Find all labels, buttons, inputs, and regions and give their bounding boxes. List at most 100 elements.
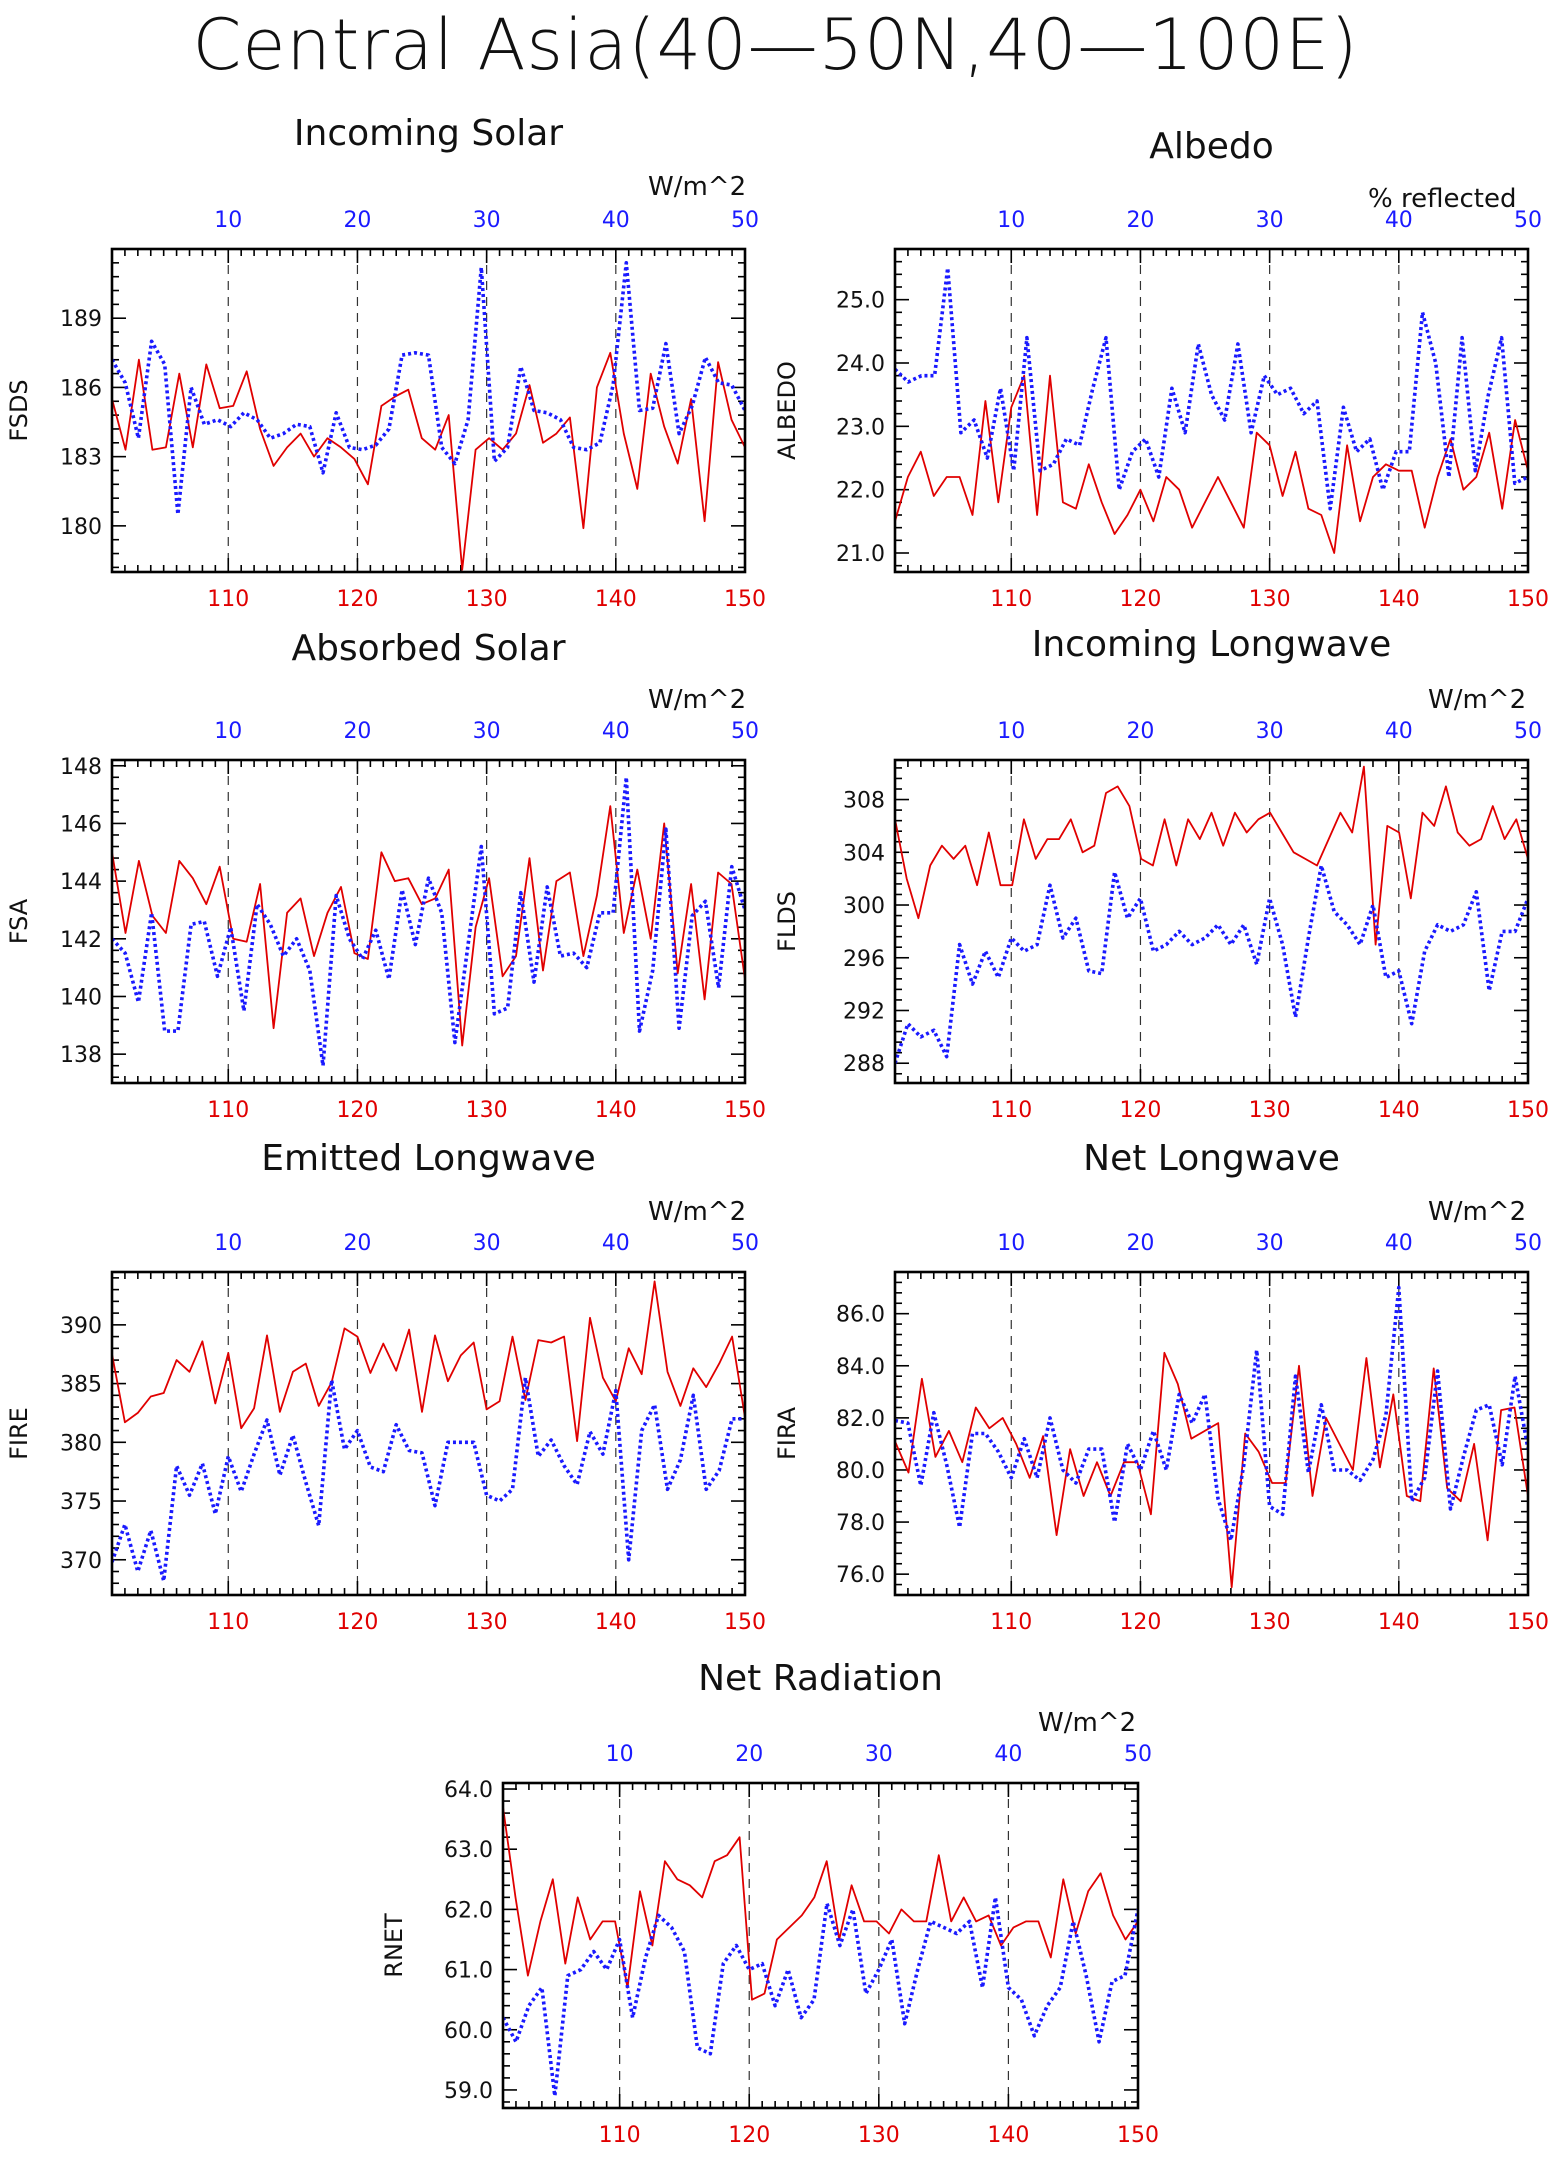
x-tick-label-top: 50 (731, 719, 759, 744)
x-tick-label-bottom: 130 (1249, 1098, 1291, 1123)
y-tick-label: 288 (843, 1052, 885, 1077)
y-tick-label: 86.0 (836, 1303, 885, 1328)
x-tick-label-bottom: 140 (987, 2123, 1029, 2148)
x-tick-label-bottom: 140 (1378, 587, 1420, 612)
x-tick-label-bottom: 140 (595, 1098, 637, 1123)
y-tick-label: 138 (60, 1043, 102, 1068)
x-tick-label-top: 30 (1256, 208, 1284, 233)
y-tick-label: 144 (60, 870, 102, 895)
panel-albedo: Albedo % reflected ALBEDO 21.0 22.0 23.0 24.0 2… (773, 126, 1549, 612)
x-tick-label-top: 10 (606, 1742, 634, 1767)
x-tick-label-top: 50 (1514, 719, 1542, 744)
series-line-red (112, 805, 745, 1047)
y-axis-label: FSA (5, 898, 33, 944)
x-tick-label-bottom: 130 (466, 1098, 508, 1123)
x-tick-label-top: 40 (1385, 1231, 1413, 1256)
x-tick-label-top: 50 (1124, 1742, 1152, 1767)
panel-fsds: Incoming Solar W/m^2 FSDS 180 183 186 189 110 12… (5, 113, 766, 612)
plot-frame (501, 1781, 1140, 2110)
unit-label: W/m^2 (648, 1197, 746, 1227)
y-tick-label: 21.0 (836, 542, 885, 567)
x-tick-label-bottom: 110 (207, 587, 249, 612)
series-line-red (112, 1280, 745, 1442)
y-tick-label: 142 (60, 928, 102, 953)
x-tick-label-top: 40 (602, 208, 630, 233)
x-tick-label-bottom: 120 (728, 2123, 770, 2148)
x-tick-label-bottom: 140 (1378, 1610, 1420, 1635)
panel-title: Incoming Longwave (1032, 624, 1392, 665)
plot-frame (110, 247, 747, 574)
y-tick-label: 308 (843, 789, 885, 814)
x-tick-label-bottom: 130 (1249, 587, 1291, 612)
x-tick-label-top: 20 (343, 1231, 371, 1256)
y-tick-label: 390 (60, 1314, 102, 1339)
y-tick-label: 186 (60, 376, 102, 401)
x-tick-label-top: 30 (473, 208, 501, 233)
plot-frame (110, 758, 747, 1085)
x-tick-label-bottom: 150 (1507, 1098, 1549, 1123)
plot-frame (893, 1270, 1530, 1597)
x-tick-label-bottom: 150 (1117, 2123, 1159, 2148)
y-tick-label: 76.0 (836, 1563, 885, 1588)
series-line-blue (112, 260, 745, 517)
x-tick-label-top: 10 (214, 719, 242, 744)
x-tick-label-bottom: 130 (466, 1610, 508, 1635)
x-tick-label-top: 40 (994, 1742, 1022, 1767)
x-tick-label-bottom: 120 (336, 1610, 378, 1635)
x-tick-label-bottom: 140 (1378, 1098, 1420, 1123)
panel-title: Absorbed Solar (291, 628, 565, 669)
x-tick-label-bottom: 110 (207, 1610, 249, 1635)
series-line-blue (895, 1285, 1528, 1543)
y-axis-label: FSDS (5, 379, 33, 441)
unit-label: % reflected (1368, 184, 1516, 214)
series-line-blue (895, 863, 1528, 1064)
y-tick-label: 63.0 (444, 1838, 493, 1863)
x-tick-label-bottom: 150 (724, 587, 766, 612)
x-tick-label-bottom: 150 (724, 1098, 766, 1123)
series-line-blue (895, 266, 1528, 511)
panel-title: Albedo (1149, 126, 1274, 167)
x-tick-label-top: 20 (1126, 208, 1154, 233)
y-tick-label: 84.0 (836, 1355, 885, 1380)
series-line-red (895, 374, 1528, 554)
series-line-red (895, 1351, 1528, 1589)
x-tick-label-bottom: 140 (595, 587, 637, 612)
x-tick-label-bottom: 150 (724, 1610, 766, 1635)
x-tick-label-top: 10 (214, 1231, 242, 1256)
x-tick-label-top: 20 (1126, 719, 1154, 744)
x-tick-label-bottom: 120 (336, 587, 378, 612)
panel-rnet: Net Radiation W/m^2 RNET 59.0 60.0 61.0 62.0 63… (380, 1658, 1159, 2148)
unit-label: W/m^2 (1428, 685, 1526, 715)
x-tick-label-bottom: 140 (595, 1610, 637, 1635)
y-axis-label: FLDS (773, 891, 801, 952)
panel-fsa: Absorbed Solar W/m^2 FSA 138 140 142 144 146 148… (5, 628, 766, 1123)
x-tick-label-bottom: 150 (1507, 1610, 1549, 1635)
series-line-blue (112, 1375, 745, 1583)
series-line-blue (112, 775, 745, 1068)
y-tick-label: 148 (60, 755, 102, 780)
series-line-blue (503, 1895, 1138, 2098)
x-tick-label-top: 50 (1514, 1231, 1542, 1256)
x-tick-label-top: 50 (731, 208, 759, 233)
x-tick-label-bottom: 130 (466, 587, 508, 612)
series-line-red (895, 765, 1528, 946)
y-tick-label: 140 (60, 985, 102, 1010)
x-tick-label-top: 10 (997, 719, 1025, 744)
y-tick-label: 380 (60, 1431, 102, 1456)
x-tick-label-bottom: 150 (1507, 587, 1549, 612)
x-tick-label-bottom: 120 (1119, 1610, 1161, 1635)
y-tick-label: 62.0 (444, 1898, 493, 1923)
x-tick-label-top: 30 (1256, 1231, 1284, 1256)
x-tick-label-bottom: 120 (1119, 587, 1161, 612)
y-tick-label: 300 (843, 894, 885, 919)
y-tick-label: 22.0 (836, 479, 885, 504)
y-tick-label: 60.0 (444, 2019, 493, 2044)
y-tick-label: 180 (60, 515, 102, 540)
y-axis-label: FIRA (773, 1406, 801, 1460)
panel-title: Net Radiation (698, 1658, 943, 1699)
x-tick-label-bottom: 110 (207, 1098, 249, 1123)
x-tick-label-top: 10 (997, 1231, 1025, 1256)
panel-title: Incoming Solar (294, 113, 563, 154)
x-tick-label-bottom: 120 (1119, 1098, 1161, 1123)
x-tick-label-top: 30 (865, 1742, 893, 1767)
